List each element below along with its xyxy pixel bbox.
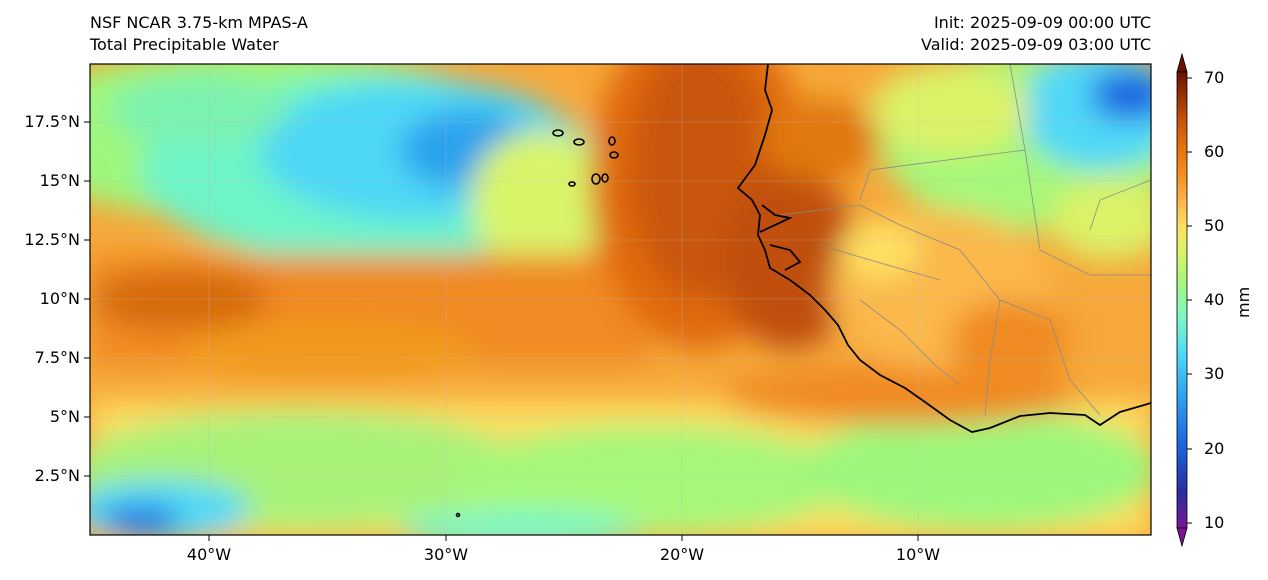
lat-tick-label: 5°N [49, 407, 80, 426]
lon-tick-label: 30°W [423, 545, 469, 564]
lon-tick-label: 20°W [659, 545, 705, 564]
axis-ticks [84, 121, 919, 541]
country-borders [779, 64, 1151, 416]
lat-tick-label: 7.5°N [34, 348, 80, 367]
colorbar-tick-label: 70 [1204, 68, 1225, 87]
init-time: Init: 2025-09-09 00:00 UTC [933, 13, 1151, 32]
colorbar-tick-label: 60 [1204, 142, 1225, 161]
colorbar-tick-label: 30 [1204, 364, 1225, 383]
lon-tick-label: 40°W [186, 545, 232, 564]
lat-tick-label: 10°N [39, 289, 80, 308]
tpw-field [90, 64, 1151, 535]
coastline [736, 64, 1151, 433]
model-title: NSF NCAR 3.75-km MPAS-A [90, 13, 308, 32]
colorbar-tick-label: 10 [1204, 513, 1225, 532]
colorbar-tick-label: 50 [1204, 216, 1225, 235]
colorbar-tick-label: 20 [1204, 439, 1225, 458]
lat-tick-label: 12.5°N [24, 230, 80, 249]
graticule [90, 64, 1151, 535]
valid-time: Valid: 2025-09-09 03:00 UTC [920, 35, 1151, 54]
lat-tick-label: 17.5°N [24, 112, 80, 131]
field-title: Total Precipitable Water [90, 35, 279, 54]
lon-tick-label: 10°W [895, 545, 941, 564]
cape-verde-islands [455, 129, 619, 518]
colorbar-unit-label: mm [1234, 286, 1253, 318]
colorbar-tick-label: 40 [1204, 290, 1225, 309]
lat-tick-label: 2.5°N [34, 466, 80, 485]
lat-tick-label: 15°N [39, 171, 80, 190]
colorbar [1176, 52, 1192, 548]
